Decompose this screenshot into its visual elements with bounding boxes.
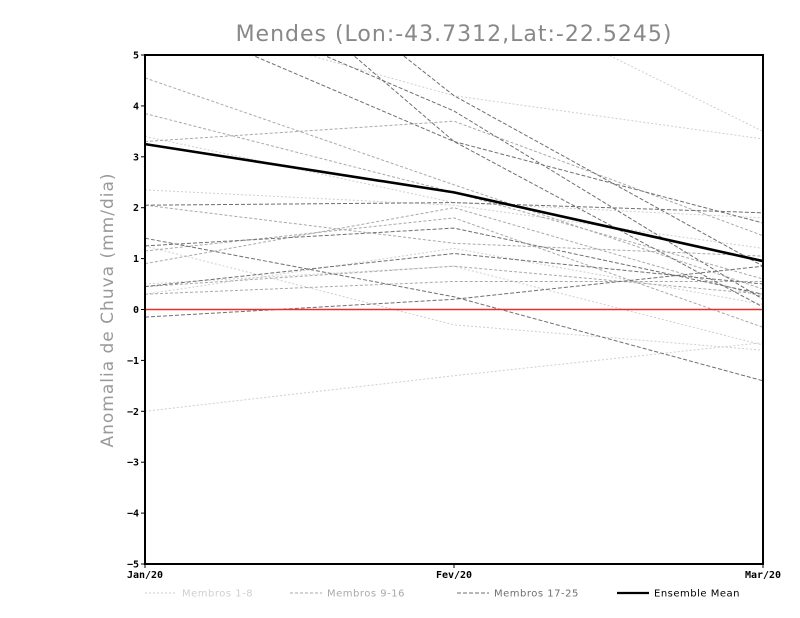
legend-label: Membros 1-8 bbox=[182, 589, 253, 600]
member-line bbox=[145, 342, 763, 412]
y-tick-label: 5 bbox=[133, 51, 139, 62]
legend-label: Membros 9-16 bbox=[327, 589, 405, 600]
y-tick-label: 1 bbox=[133, 254, 139, 265]
member-line bbox=[145, 265, 763, 318]
chart-title: Mendes (Lon:-43.7312,Lat:-22.5245) bbox=[236, 22, 673, 47]
member-line bbox=[145, 252, 763, 288]
member-line bbox=[250, 55, 763, 224]
member-line bbox=[145, 237, 763, 382]
x-tick-label: Fev/20 bbox=[436, 570, 472, 581]
y-axis-label: Anomalia de Chuva (mm/dia) bbox=[98, 172, 118, 447]
x-tick-label: Mar/20 bbox=[745, 570, 781, 581]
series-layer bbox=[145, 55, 763, 412]
y-tick-label: −2 bbox=[127, 407, 139, 418]
member-line bbox=[145, 113, 763, 280]
y-tick-label: −1 bbox=[127, 356, 139, 367]
member-line bbox=[145, 217, 763, 328]
y-tick-label: 0 bbox=[133, 305, 139, 316]
member-line bbox=[145, 77, 763, 290]
ensemble-mean-line bbox=[145, 142, 763, 263]
legend-label: Membros 17-25 bbox=[494, 589, 579, 600]
y-tick-label: 2 bbox=[133, 203, 139, 214]
member-line bbox=[145, 245, 763, 351]
member-line bbox=[145, 265, 763, 346]
legend: Membros 1-8 Membros 9-16 Membros 17-25 Ense… bbox=[145, 589, 740, 600]
y-tick-label: −5 bbox=[127, 560, 139, 571]
y-tick-label: −3 bbox=[127, 458, 139, 469]
y-tick-label: 3 bbox=[133, 152, 139, 163]
member-line bbox=[401, 55, 763, 267]
member-line bbox=[321, 55, 763, 300]
legend-label: Ensemble Mean bbox=[654, 589, 740, 600]
x-tick-label: Jan/20 bbox=[127, 570, 163, 581]
member-line bbox=[145, 247, 763, 305]
member-line bbox=[607, 55, 763, 132]
member-line bbox=[145, 227, 763, 295]
member-line bbox=[145, 265, 763, 295]
member-line bbox=[145, 120, 763, 237]
y-tick-label: −4 bbox=[127, 509, 139, 520]
member-line bbox=[145, 204, 763, 257]
member-line bbox=[145, 281, 763, 295]
member-line bbox=[145, 202, 763, 214]
member-line bbox=[145, 189, 763, 249]
y-tick-label: 4 bbox=[133, 101, 139, 112]
